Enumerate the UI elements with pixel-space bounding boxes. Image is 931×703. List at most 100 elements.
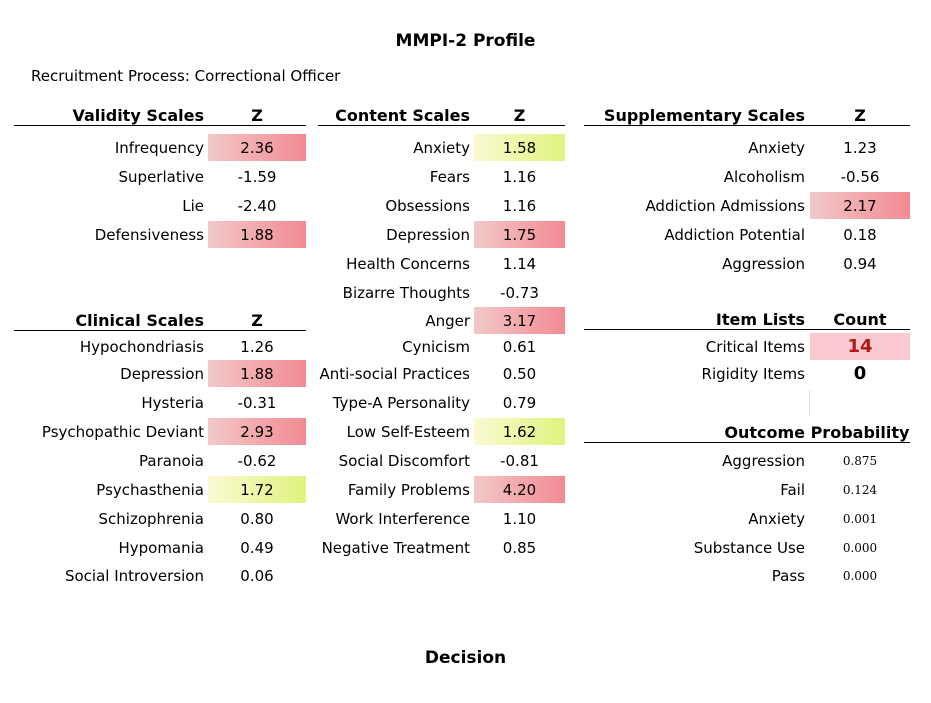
outcome-row-label: Anxiety [748, 510, 805, 528]
clinical-row-label: Paranoia [139, 452, 204, 470]
clinical-row-value: 1.26 [240, 338, 274, 356]
items-row-label: Rigidity Items [701, 365, 805, 383]
supplementary-row-label: Alcoholism [723, 168, 805, 186]
supplementary-row-value: -0.56 [840, 168, 880, 186]
content-highlight [474, 418, 565, 445]
items-header: Item Lists [715, 310, 805, 329]
content-column-header: Z [513, 106, 526, 125]
content-row-value: -0.73 [500, 284, 539, 302]
supplementary-column-header: Z [854, 106, 866, 125]
content-row-label: Anxiety [413, 139, 470, 157]
decision-label: Decision [424, 648, 507, 668]
validity-row-value: -1.59 [237, 168, 277, 186]
outcome-row-label: Fail [780, 481, 805, 499]
content-row-value: 1.10 [502, 510, 537, 528]
outcome-row-value: 0.000 [842, 569, 878, 583]
content-row-label: Negative Treatment [321, 539, 470, 557]
clinical-row-value: -0.31 [237, 394, 277, 412]
clinical-row-label: Hypochondriasis [79, 338, 204, 356]
clinical-row-label: Psychopathic Deviant [41, 423, 204, 441]
content-row-label: Fears [429, 168, 470, 186]
clinical-row-value: 1.72 [240, 481, 274, 499]
validity-row-value: -2.40 [237, 197, 277, 215]
clinical-row-value: 1.88 [240, 365, 274, 383]
outcome-row-label: Pass [771, 567, 805, 585]
content-row-value: 0.61 [502, 338, 537, 356]
supplementary-row-value: 1.23 [843, 139, 877, 157]
supplementary-row-label: Aggression [722, 255, 805, 273]
content-row-label: Anti-social Practices [319, 365, 471, 383]
validity-row-label: Infrequency [114, 139, 204, 157]
content-row-label: Type-A Personality [332, 394, 470, 412]
items-highlight [810, 333, 910, 360]
clinical-row-label: Depression [120, 365, 204, 383]
content-row-value: 4.20 [502, 481, 537, 499]
content-row-label: Social Discomfort [338, 452, 470, 470]
clinical-row-label: Hypomania [118, 539, 204, 557]
recruitment-subtitle: Recruitment Process: Correctional Office… [31, 67, 341, 85]
outcome-row-label: Substance Use [693, 539, 805, 557]
validity-row-value: 1.88 [240, 226, 274, 244]
outcome-row-value: 0.124 [842, 483, 878, 497]
content-row-value: 0.85 [502, 539, 537, 557]
clinical-row-label: Social Introversion [64, 567, 204, 585]
content-header: Content Scales [335, 106, 470, 125]
items-header-rule [584, 329, 910, 330]
supplementary-row-label: Anxiety [748, 139, 805, 157]
content-highlight [474, 476, 565, 503]
content-row-value: 1.75 [502, 226, 537, 244]
outcome-header-rule [584, 442, 910, 443]
content-row-label: Obsessions [385, 197, 470, 215]
validity-header: Validity Scales [72, 106, 204, 125]
content-row-label: Family Problems [347, 481, 470, 499]
content-row-value: 0.50 [502, 365, 537, 383]
outcome-row-value: 0.875 [842, 454, 878, 468]
clinical-row-label: Hysteria [141, 394, 204, 412]
clinical-highlight [208, 360, 306, 387]
content-row-value: 0.79 [502, 394, 537, 412]
content-header-rule [318, 125, 565, 126]
clinical-header-rule [14, 330, 306, 331]
content-row-value: 1.62 [502, 423, 537, 441]
supplementary-row-value: 2.17 [843, 197, 877, 215]
validity-column-header: Z [251, 106, 263, 125]
content-row-value: 1.16 [502, 197, 537, 215]
content-row-label: Low Self-Esteem [346, 423, 470, 441]
content-row-label: Work Interference [335, 510, 470, 528]
page-title: MMPI-2 Profile [395, 31, 536, 51]
supplementary-row-label: Addiction Potential [664, 226, 805, 244]
content-row-label: Bizarre Thoughts [342, 284, 470, 302]
clinical-highlight [208, 418, 306, 445]
content-row-label: Depression [386, 226, 470, 244]
outcome-column-header: Probability [810, 423, 910, 442]
clinical-row-value: 0.49 [240, 539, 274, 557]
content-row-value: 1.58 [502, 139, 537, 157]
content-row-label: Cynicism [402, 338, 470, 356]
supplementary-header-rule [584, 125, 910, 126]
clinical-row-label: Psychasthenia [96, 481, 204, 499]
items-row-value: 0 [853, 363, 867, 384]
clinical-highlight [208, 476, 306, 503]
validity-highlight [208, 221, 306, 248]
content-row-value: -0.81 [500, 452, 539, 470]
clinical-column-header: Z [251, 311, 263, 330]
clinical-row-value: 0.80 [240, 510, 274, 528]
clinical-row-value: 2.93 [240, 423, 274, 441]
supplementary-highlight [810, 192, 910, 219]
items-row-label: Critical Items [705, 338, 805, 356]
content-row-value: 3.17 [502, 312, 537, 330]
content-highlight [474, 307, 565, 334]
clinical-row-label: Schizophrenia [98, 510, 204, 528]
supplementary-header: Supplementary Scales [603, 106, 805, 125]
content-highlight [474, 221, 565, 248]
outcome-header: Outcome [724, 423, 805, 442]
content-row-value: 1.14 [502, 255, 537, 273]
validity-row-label: Defensiveness [94, 226, 204, 244]
items-column-header: Count [833, 310, 887, 329]
content-row-label: Health Concerns [346, 255, 470, 273]
content-row-label: Anger [425, 312, 470, 330]
supplementary-row-value: 0.94 [843, 255, 877, 273]
supplementary-row-label: Addiction Admissions [645, 197, 805, 215]
items-row-value: 14 [847, 336, 873, 357]
validity-row-label: Lie [182, 197, 204, 215]
